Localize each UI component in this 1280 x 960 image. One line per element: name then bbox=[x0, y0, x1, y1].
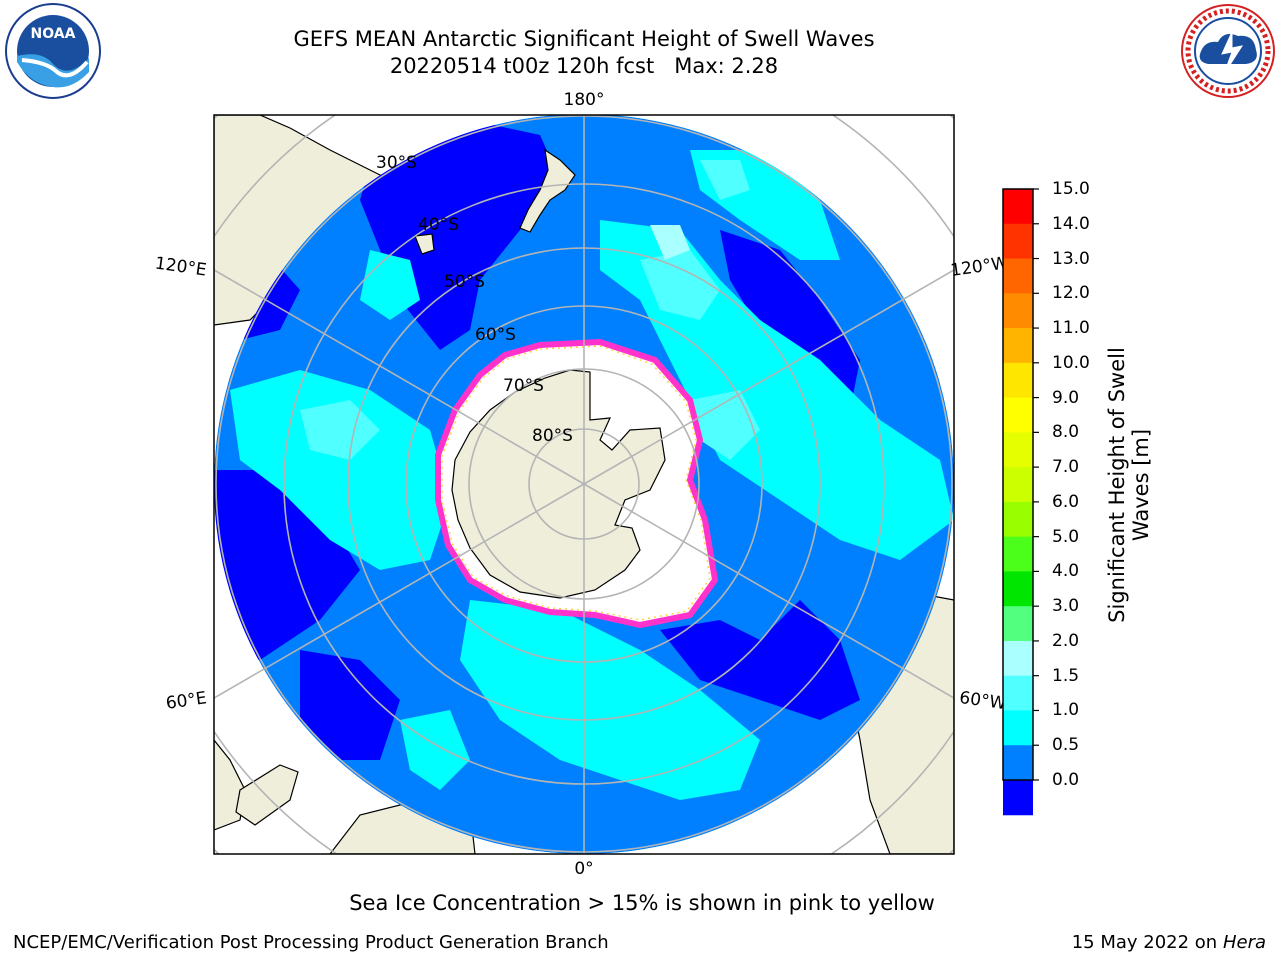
colorbar-title: Significant Height of Swell Waves [m] bbox=[1105, 325, 1153, 645]
colorbar-segment bbox=[1003, 780, 1033, 816]
colorbar-segment bbox=[1003, 293, 1033, 329]
colorbar-label: 12.0 bbox=[1052, 283, 1090, 304]
run-info: 20220514 t00z 120h fcst bbox=[389, 54, 655, 78]
colorbar-label: 8.0 bbox=[1052, 422, 1080, 443]
lat-label-80: 80°S bbox=[532, 426, 573, 446]
noaa-logo: NOAA bbox=[5, 3, 101, 99]
colorbar-label: 6.0 bbox=[1052, 491, 1080, 512]
map-frame bbox=[213, 114, 955, 855]
colorbar-segment bbox=[1003, 223, 1033, 260]
chart-subtitle: 20220514 t00z 120h fcst Max: 2.28 bbox=[184, 54, 984, 78]
swell-15-20-patch-3 bbox=[300, 400, 380, 460]
swell-10-15-south bbox=[460, 600, 760, 800]
colorbar-label: 4.0 bbox=[1052, 561, 1080, 582]
colorbar-label: 9.0 bbox=[1052, 387, 1080, 408]
colorbar-label: 1.5 bbox=[1052, 665, 1080, 686]
swell-15-20-patch-2 bbox=[690, 390, 760, 460]
lon-label-120e: 120°E bbox=[154, 254, 208, 281]
chart-title: GEFS MEAN Antarctic Significant Height o… bbox=[293, 27, 875, 51]
lon-label-180: 180° bbox=[564, 90, 605, 110]
colorbar-segment bbox=[1003, 640, 1033, 677]
land-madagascar bbox=[235, 764, 299, 826]
colorbar-label: 5.0 bbox=[1052, 526, 1080, 547]
swell-20-30-patch bbox=[650, 225, 690, 260]
lon-label-60w: 60°W bbox=[958, 688, 1007, 714]
nws-logo bbox=[1181, 4, 1275, 98]
sea-ice-note: Sea Ice Concentration > 15% is shown in … bbox=[349, 891, 935, 915]
noaa-logo-text: NOAA bbox=[31, 26, 76, 42]
colorbar-segment bbox=[1003, 467, 1033, 503]
lat-label-30: 30°S bbox=[376, 153, 417, 173]
colorbar-segment bbox=[1003, 432, 1033, 468]
colorbar-segment bbox=[1003, 189, 1033, 225]
colorbar-label: 7.0 bbox=[1052, 457, 1080, 478]
lat-label-70: 70°S bbox=[503, 376, 544, 396]
lon-label-0: 0° bbox=[574, 859, 593, 879]
colorbar-segment bbox=[1003, 606, 1033, 642]
colorbar-segment bbox=[1003, 571, 1033, 607]
colorbar-label: 14.0 bbox=[1052, 213, 1090, 234]
colorbar-segment bbox=[1003, 710, 1033, 746]
footer-credit: NCEP/EMC/Verification Post Processing Pr… bbox=[13, 932, 609, 953]
lon-labels: 180° 0° 120°E 60°E 120°W 60°W bbox=[154, 90, 1010, 879]
lat-label-50: 50°S bbox=[444, 272, 485, 292]
swell-15-20-patch-4 bbox=[700, 160, 750, 200]
colorbar-segment bbox=[1003, 258, 1033, 294]
footer-date: 15 May 2022 on Hera bbox=[1072, 932, 1266, 953]
lon-label-60e: 60°E bbox=[165, 688, 208, 713]
colorbar-label: 13.0 bbox=[1052, 248, 1090, 269]
land-antarctica bbox=[451, 369, 666, 599]
colorbar-label: 1.0 bbox=[1052, 700, 1080, 721]
footer-host: Hera bbox=[1222, 932, 1266, 953]
land-tasmania bbox=[414, 233, 435, 255]
lat-labels: 30°S 40°S 50°S 60°S 70°S 80°S bbox=[376, 153, 573, 446]
colorbar-segment bbox=[1003, 501, 1033, 538]
colorbar-segment bbox=[1003, 675, 1033, 711]
colorbar-label: 11.0 bbox=[1052, 318, 1090, 339]
colorbar-label: 0.5 bbox=[1052, 735, 1080, 756]
colorbar-segment bbox=[1003, 328, 1033, 364]
colorbar-label: 0.0 bbox=[1052, 770, 1080, 790]
colorbar-ticks bbox=[1033, 188, 1039, 781]
colorbar-title-line2: Waves [m] bbox=[1129, 428, 1153, 542]
swell-lt05-atlantic bbox=[660, 600, 860, 720]
swell-10-15-tasman-east bbox=[360, 250, 420, 320]
swell-lt05-indian-south bbox=[300, 650, 400, 760]
colorbar-segment bbox=[1003, 536, 1033, 572]
colorbar-label: 3.0 bbox=[1052, 596, 1080, 617]
max-value: Max: 2.28 bbox=[674, 54, 779, 78]
footer-date-text: 15 May 2022 on bbox=[1071, 932, 1218, 953]
swell-15-20-patch-1 bbox=[640, 250, 720, 320]
colorbar-title-line1: Significant Height of Swell bbox=[1105, 347, 1129, 623]
colorbar-segment bbox=[1003, 745, 1033, 781]
colorbar-segment bbox=[1003, 397, 1033, 433]
swell-10-15-lower-left bbox=[400, 710, 470, 790]
colorbar-segment bbox=[1003, 362, 1033, 399]
swell-10-15-indian bbox=[230, 370, 450, 570]
colorbar-label: 2.0 bbox=[1052, 630, 1080, 651]
lat-label-60: 60°S bbox=[475, 325, 516, 345]
colorbar bbox=[1003, 189, 1033, 816]
lon-label-120w: 120°W bbox=[949, 253, 1009, 281]
colorbar-frame bbox=[1002, 188, 1034, 781]
colorbar-label: 10.0 bbox=[1052, 352, 1090, 373]
graticule bbox=[214, 115, 954, 854]
lat-label-40: 40°S bbox=[418, 215, 459, 235]
colorbar-label: 15.0 bbox=[1052, 179, 1090, 199]
